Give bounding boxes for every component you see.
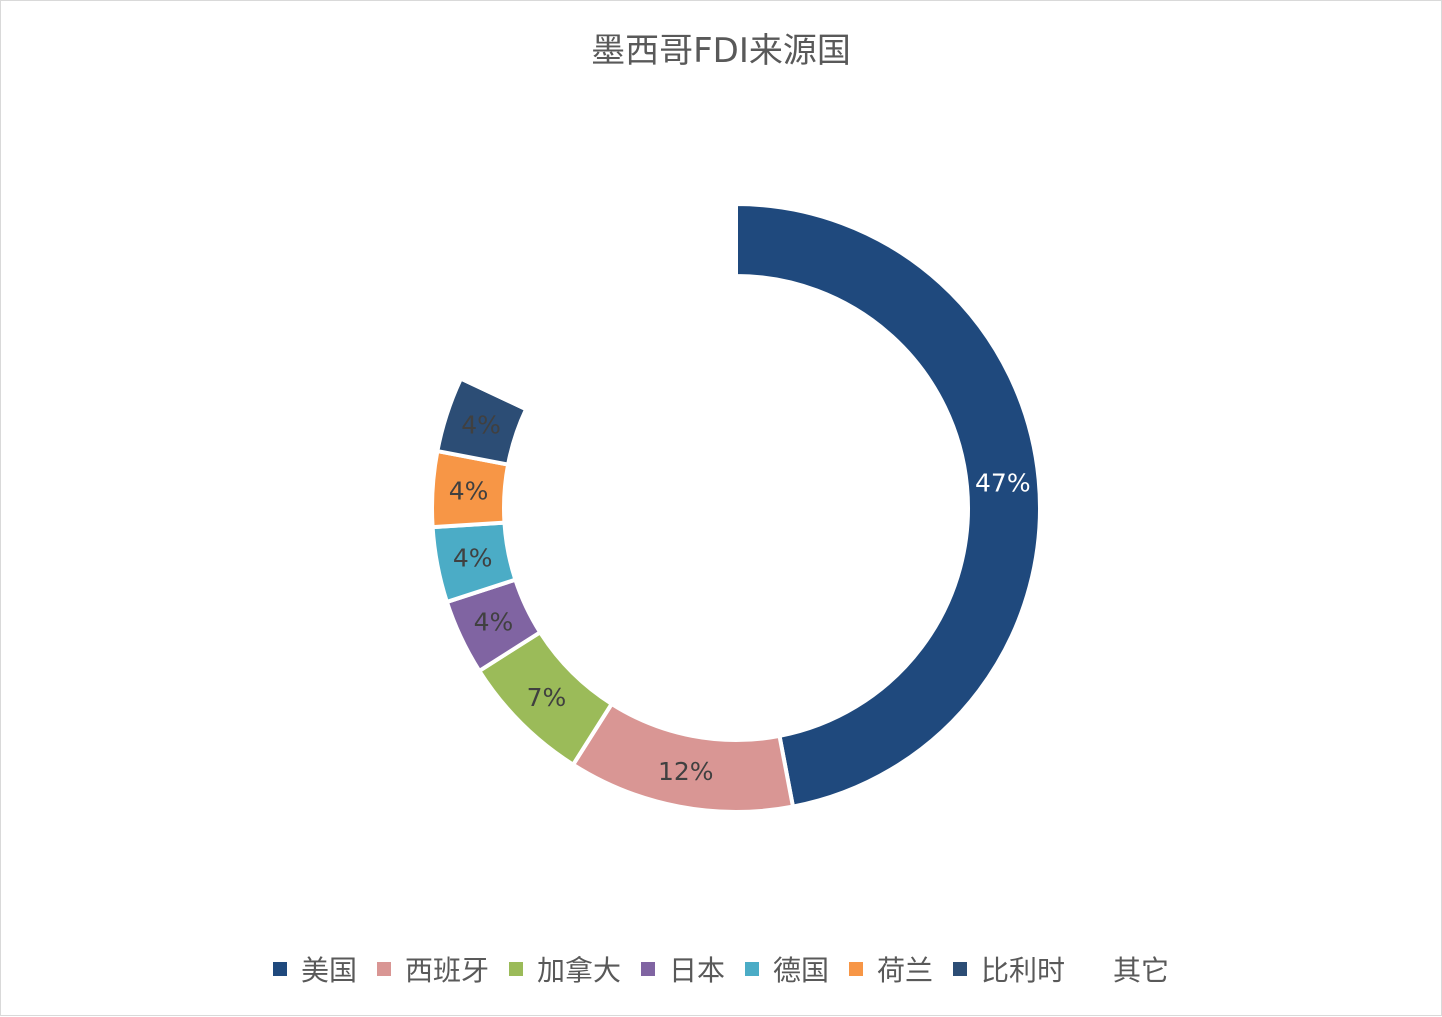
legend-swatch	[508, 962, 523, 976]
data-label-3: 4%	[474, 608, 514, 637]
legend-label: 加拿大	[536, 954, 621, 987]
legend-swatch	[1085, 962, 1099, 976]
chart-title: 墨西哥FDI来源国	[591, 31, 851, 71]
legend-item: 加拿大	[508, 949, 621, 989]
legend-swatch	[640, 962, 655, 976]
legend-label: 其它	[1113, 954, 1170, 987]
legend-swatch	[953, 962, 968, 976]
donut-slice-0	[734, 201, 1042, 809]
legend-item: 比利时	[953, 949, 1065, 989]
legend-item: 西班牙	[376, 949, 489, 989]
legend-label: 德国	[773, 954, 830, 987]
legend-label: 荷兰	[877, 954, 934, 987]
legend-item: 其它	[1085, 949, 1169, 989]
legend-swatch	[376, 962, 391, 976]
legend-label: 日本	[668, 954, 725, 987]
data-label-5: 4%	[449, 477, 489, 506]
data-label-6: 4%	[461, 411, 501, 440]
legend-swatch	[745, 962, 759, 976]
legend-item: 日本	[640, 949, 725, 989]
donut-slice-7	[458, 201, 738, 412]
data-label-0: 47%	[975, 468, 1031, 497]
legend-item: 美国	[272, 949, 357, 989]
legend: 美国 西班牙 加拿大 日本 德国 荷兰 比利时 其它	[1, 949, 1441, 989]
legend-swatch	[272, 962, 287, 976]
legend-item: 荷兰	[849, 949, 933, 989]
legend-item: 德国	[745, 949, 829, 989]
data-label-2: 7%	[527, 683, 567, 712]
data-label-1: 12%	[658, 757, 714, 786]
legend-label: 比利时	[981, 954, 1066, 987]
data-label-4: 4%	[453, 544, 493, 573]
legend-swatch	[849, 962, 864, 976]
legend-label: 西班牙	[404, 954, 489, 987]
legend-label: 美国	[300, 954, 357, 987]
